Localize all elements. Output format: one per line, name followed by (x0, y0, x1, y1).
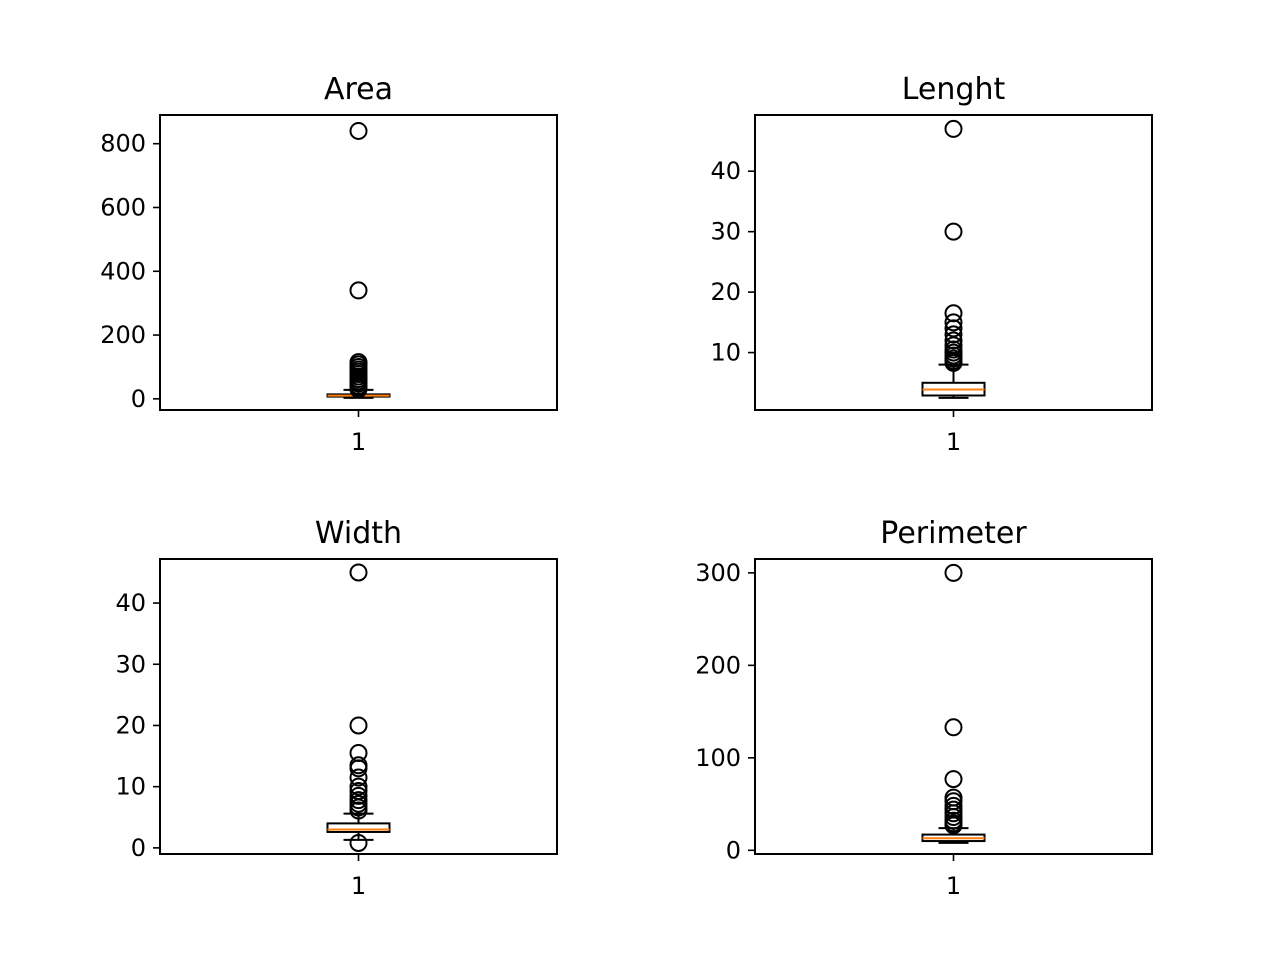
y-tick-label: 10 (115, 773, 146, 801)
chart-title: Perimeter (880, 516, 1027, 551)
outlier-point (944, 770, 963, 789)
outlier-point (349, 768, 368, 787)
outlier-point (944, 353, 963, 372)
y-tick-label: 300 (695, 559, 741, 587)
y-tick-label: 200 (100, 321, 146, 349)
outlier-point (944, 222, 963, 241)
y-tick-label: 0 (131, 834, 146, 862)
outlier-point (349, 759, 368, 778)
y-tick-label: 200 (695, 651, 741, 679)
outlier-point (944, 119, 963, 138)
outlier-point (944, 563, 963, 582)
chart-panel-width: Width 0 10 20 30 40 1 (115, 516, 558, 900)
x-tick-label: 1 (946, 872, 961, 900)
x-tick-label: 1 (946, 428, 961, 456)
y-tick-label: 400 (100, 257, 146, 285)
chart-title: Area (324, 72, 393, 107)
outlier-point (349, 380, 368, 399)
chart-title: Lenght (902, 72, 1006, 107)
outlier-point (349, 777, 368, 796)
y-tick-label: 10 (710, 339, 741, 367)
y-tick-label: 30 (710, 218, 741, 246)
outlier-point (944, 718, 963, 737)
chart-panel-lenght: Lenght 10 20 30 40 1 (710, 72, 1153, 456)
outlier-point (944, 313, 963, 332)
y-tick-label: 800 (100, 130, 146, 158)
chart-panel-perimeter: Perimeter 0 100 200 300 1 (695, 516, 1153, 900)
box-iqr (326, 822, 391, 833)
y-tick-label: 600 (100, 193, 146, 221)
outlier-point (349, 786, 368, 805)
chart-title: Width (315, 516, 402, 551)
chart-panel-area: Area 0 200 400 600 800 1 (100, 72, 558, 456)
y-tick-label: 40 (115, 589, 146, 617)
outlier-point (349, 716, 368, 735)
y-tick-label: 20 (710, 278, 741, 306)
y-tick-label: 0 (726, 836, 741, 864)
outlier-point (349, 121, 368, 140)
x-tick-label: 1 (351, 428, 366, 456)
outlier-point (349, 563, 368, 582)
outlier-point (349, 833, 368, 852)
y-tick-label: 40 (710, 157, 741, 185)
y-tick-label: 30 (115, 650, 146, 678)
x-tick-label: 1 (351, 872, 366, 900)
y-tick-label: 20 (115, 711, 146, 739)
y-tick-label: 100 (695, 744, 741, 772)
outlier-point (944, 816, 963, 835)
y-tick-label: 0 (131, 385, 146, 413)
outlier-point (349, 801, 368, 820)
outlier-point (349, 281, 368, 300)
